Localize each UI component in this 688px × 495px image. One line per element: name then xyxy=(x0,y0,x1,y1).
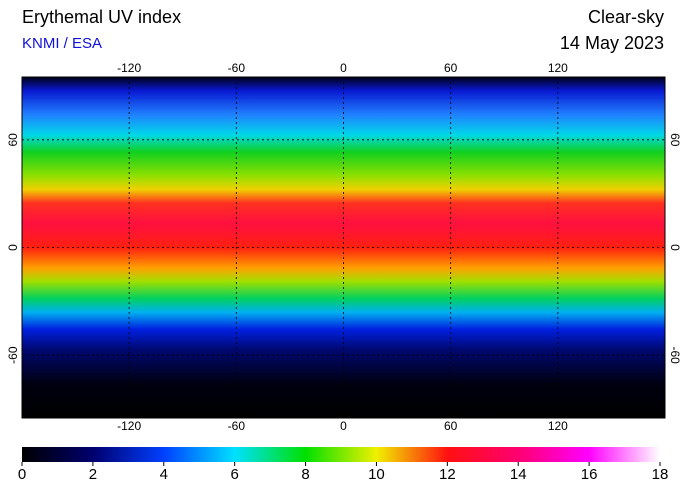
colorbar-tick-label: 10 xyxy=(368,466,385,483)
colorbar-tick-label: 14 xyxy=(510,466,527,483)
y-tick-label-left: 60 xyxy=(6,133,20,147)
x-tick-label-bottom: 120 xyxy=(548,419,568,433)
colorbar-tick-label: 2 xyxy=(89,466,97,483)
y-tick-label-left: -60 xyxy=(6,346,20,364)
x-tick-label-top: 120 xyxy=(548,61,568,75)
colorbar-tick-label: 0 xyxy=(18,466,26,483)
colorbar-tick-label: 18 xyxy=(652,466,669,483)
x-tick-label-top: 60 xyxy=(444,61,458,75)
colorbar-tick-label: 12 xyxy=(439,466,456,483)
x-tick-label-top: 0 xyxy=(340,61,347,75)
x-tick-label-top: -120 xyxy=(117,61,141,75)
x-tick-label-bottom: -60 xyxy=(228,419,246,433)
map-frame xyxy=(21,76,666,419)
y-tick-label-right: 0 xyxy=(668,244,682,251)
x-tick-label-bottom: -120 xyxy=(117,419,141,433)
y-tick-label-right: 60 xyxy=(668,133,682,147)
x-tick-label-bottom: 0 xyxy=(340,419,347,433)
colorbar-tick-label: 16 xyxy=(581,466,598,483)
date: 14 May 2023 xyxy=(560,33,664,53)
y-tick-label-right: -60 xyxy=(668,347,682,365)
source: KNMI / ESA xyxy=(22,35,102,52)
colorbar-tick-label: 8 xyxy=(301,466,309,483)
colorbar-tick-label: 6 xyxy=(230,466,238,483)
colorbar-tick-label: 4 xyxy=(160,466,168,483)
mode: Clear-sky xyxy=(588,7,664,27)
y-tick-label-left: 0 xyxy=(6,244,20,251)
x-tick-label-bottom: 60 xyxy=(444,419,458,433)
x-tick-label-top: -60 xyxy=(228,61,246,75)
title: Erythemal UV index xyxy=(22,7,181,27)
colorbar xyxy=(22,447,660,462)
